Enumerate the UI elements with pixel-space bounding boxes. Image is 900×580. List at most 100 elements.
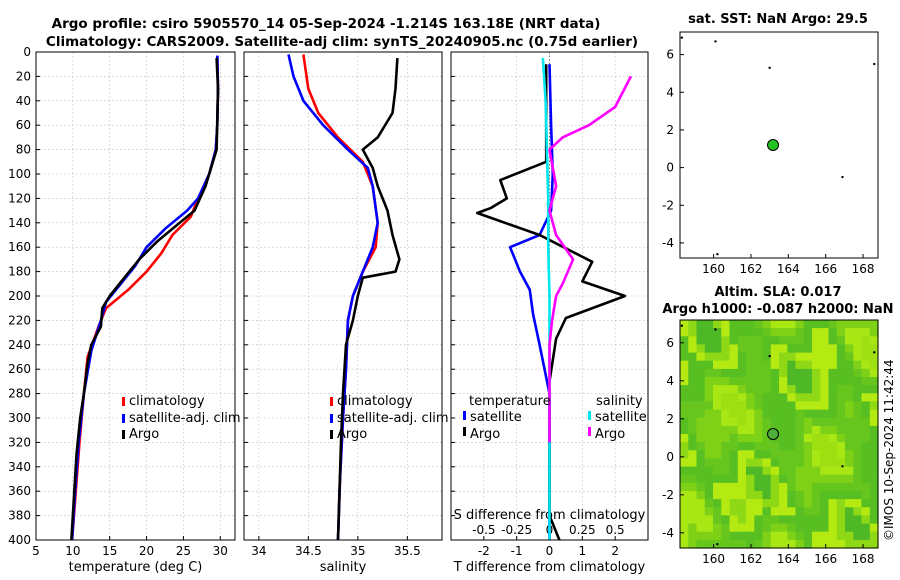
sla-cell xyxy=(836,385,846,394)
sla-cell xyxy=(836,450,846,459)
x-tick-label: 20 xyxy=(139,544,154,558)
sla-cell xyxy=(812,474,821,484)
sla-cell xyxy=(828,409,838,419)
sla-cell xyxy=(729,320,739,329)
sla-cell xyxy=(803,442,813,451)
sla-cell xyxy=(746,401,755,411)
sla-cell xyxy=(704,377,714,386)
sla-cell xyxy=(696,515,706,525)
sla-cell xyxy=(754,360,764,370)
sla-cell xyxy=(754,393,764,402)
x-tick-label: 160 xyxy=(702,262,725,276)
sla-cell xyxy=(680,434,689,443)
sla-cell xyxy=(869,409,879,419)
sla-cell xyxy=(680,344,689,354)
sla-cell xyxy=(861,401,871,411)
sla-cell xyxy=(680,466,689,476)
sla-cell xyxy=(836,523,846,533)
sla-cell xyxy=(869,377,879,386)
legend-swatch-argo xyxy=(330,430,333,439)
y-tick-label: 180 xyxy=(8,265,31,279)
sla-cell xyxy=(795,352,805,362)
y-tick-label: 380 xyxy=(8,509,31,523)
sla-cell xyxy=(836,336,846,345)
sla-cell xyxy=(845,515,854,525)
sla-cell xyxy=(704,417,714,427)
x-tick-label: -1 xyxy=(511,544,523,558)
sla-cell xyxy=(803,425,813,435)
temperature-panel: 5 10 15 20 25 3002040608010012014016018020022… xyxy=(8,45,236,575)
sla-cell xyxy=(770,531,780,541)
sla-cell xyxy=(721,344,731,354)
legend-swatch-argo xyxy=(122,430,125,439)
sla-cell xyxy=(845,442,854,451)
y-tick-label: 160 xyxy=(8,240,31,254)
sla-cell xyxy=(704,458,714,468)
sla-cell xyxy=(803,328,813,337)
sla-cell xyxy=(746,442,755,451)
sla-cell xyxy=(828,499,838,508)
sla-cell xyxy=(836,491,846,500)
sla-cell xyxy=(795,401,805,411)
sla-cell xyxy=(737,539,747,549)
sla-cell xyxy=(869,352,879,362)
sla-cell xyxy=(779,368,788,378)
sla-cell xyxy=(688,328,698,337)
sla-cell xyxy=(845,352,854,362)
sla-cell xyxy=(754,409,764,419)
x-tick-label: 162 xyxy=(740,552,763,566)
sla-cell xyxy=(787,531,797,541)
sla-cell xyxy=(795,360,805,370)
sla-cell xyxy=(696,442,706,451)
sla-cell xyxy=(853,352,863,362)
sla-cell xyxy=(812,482,821,492)
sla-cell xyxy=(853,450,863,459)
sla-cell xyxy=(696,425,706,435)
y-tick-label: 140 xyxy=(8,216,31,230)
sla-cell xyxy=(680,458,689,468)
sla-cell xyxy=(770,507,780,516)
sla-cell xyxy=(828,352,838,362)
legend-label-climatology: climatology xyxy=(129,394,205,409)
y-tick-label: 6 xyxy=(666,336,674,350)
sla-cell xyxy=(770,491,780,500)
sla-cell xyxy=(688,417,698,427)
sla-cell xyxy=(770,474,780,484)
sla-cell xyxy=(688,425,698,435)
sla-cell xyxy=(795,507,805,516)
sla-cell xyxy=(704,425,714,435)
sla-cell xyxy=(762,417,772,427)
top-x-tick-label: -0.25 xyxy=(501,523,532,537)
sla-cell xyxy=(779,434,788,443)
sla-cell xyxy=(746,336,755,345)
sla-cell xyxy=(861,458,871,468)
sla-cell xyxy=(746,360,755,370)
island-dot xyxy=(714,40,717,43)
sla-cell xyxy=(704,466,714,476)
sla-cell xyxy=(770,442,780,451)
sla-cell xyxy=(779,328,788,337)
sla-cell xyxy=(845,409,854,419)
sla-cell xyxy=(779,507,788,516)
sla-cell xyxy=(845,523,854,533)
sla-cell xyxy=(795,539,805,549)
sla-cell xyxy=(762,393,772,402)
sla-cell xyxy=(836,320,846,329)
sla-cell xyxy=(762,491,772,500)
y-tick-label: 0 xyxy=(23,45,31,59)
sla-cell xyxy=(770,352,780,362)
sla-cell xyxy=(795,450,805,459)
sla-cell xyxy=(746,425,755,435)
sla-cell xyxy=(828,434,838,443)
sla-cell xyxy=(721,417,731,427)
sla-cell xyxy=(828,474,838,484)
sla-cell xyxy=(713,458,722,468)
legend-label-satellite: satellite-adj. clim xyxy=(129,411,241,426)
sla-cell xyxy=(770,523,780,533)
sla-cell xyxy=(845,328,854,337)
sla-cell xyxy=(680,360,689,370)
sla-cell xyxy=(828,466,838,476)
sla-cell xyxy=(861,352,871,362)
sla-cell xyxy=(836,434,846,443)
sla-cell xyxy=(828,320,838,329)
